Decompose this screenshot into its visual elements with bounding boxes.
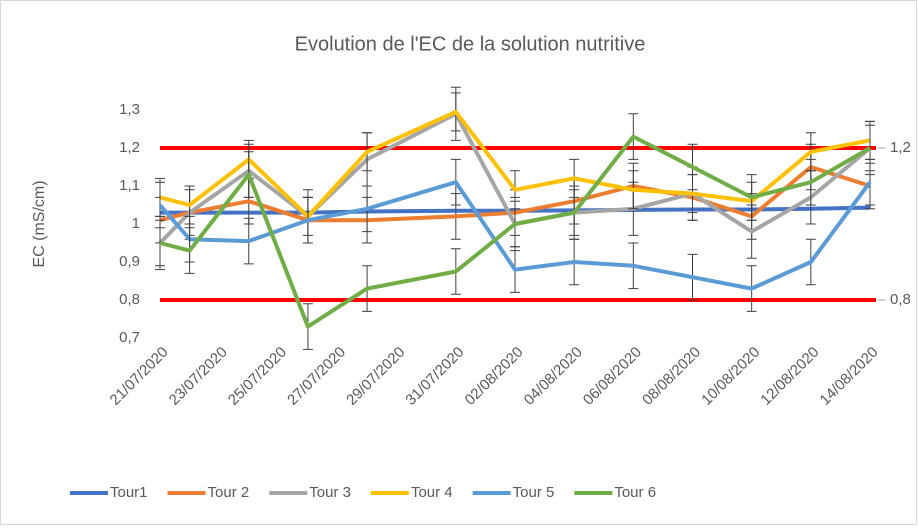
y-tick-label: 1,2: [119, 139, 140, 156]
legend-label: Tour 3: [309, 484, 351, 501]
reference-label: 0,8: [890, 291, 911, 308]
series-line: [159, 134, 872, 329]
y-tick-label: 0,8: [119, 291, 140, 308]
legend-label: Tour 6: [614, 484, 656, 501]
legend-label: Tour 2: [208, 484, 250, 501]
y-axis-label: EC (mS/cm): [31, 180, 48, 267]
series-line: [158, 180, 872, 291]
legend-label: Tour 5: [513, 484, 555, 501]
y-tick-label: 1: [132, 215, 140, 232]
y-tick-label: 0,7: [119, 329, 140, 346]
y-tick-label: 1,1: [119, 177, 140, 194]
reference-label: 1,2: [890, 139, 911, 156]
chart-title: Evolution de l'EC de la solution nutriti…: [295, 33, 646, 55]
legend-label: Tour1: [110, 484, 148, 501]
y-tick-label: 1,3: [119, 101, 140, 118]
legend-label: Tour 4: [411, 484, 453, 501]
y-tick-label: 0,9: [119, 253, 140, 270]
